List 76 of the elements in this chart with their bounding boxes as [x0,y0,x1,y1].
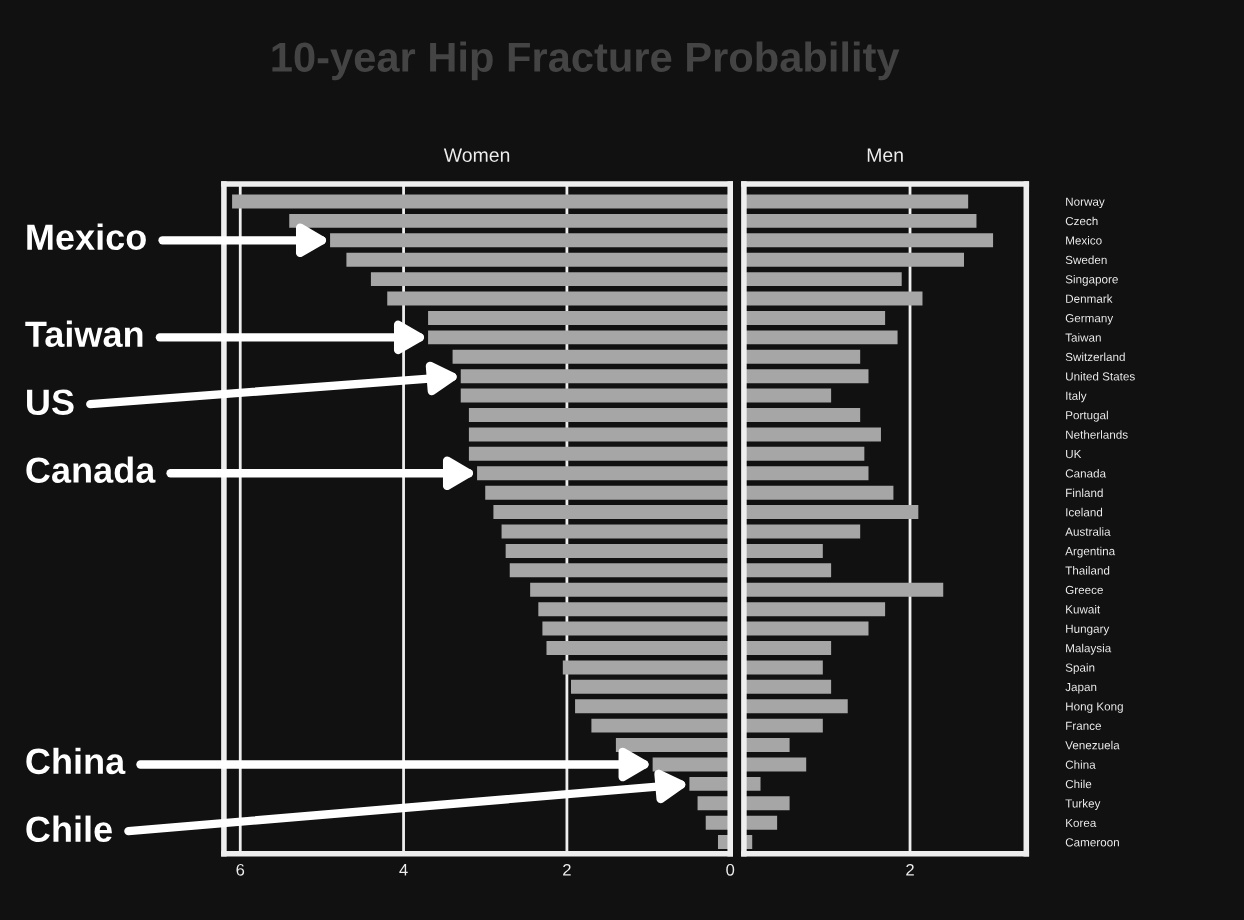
bar [330,233,731,248]
bar [743,349,861,364]
bar [615,738,731,753]
bar [743,485,894,500]
bar [468,446,731,461]
bar [546,640,731,655]
bar [530,582,731,597]
bar [538,602,731,617]
x-tick-label: 4 [399,864,408,876]
bar [346,252,731,267]
bar [468,427,731,442]
bar [743,543,823,558]
bar [743,194,969,209]
bar [452,349,731,364]
bar [562,660,731,675]
annotation: China [26,747,126,775]
bar [689,776,731,791]
bar [232,194,731,209]
bar [509,563,731,578]
x-tick-label: 2 [906,863,914,876]
bar [743,679,832,694]
bar [652,757,731,772]
annotation: Mexico [27,223,146,250]
x-tick-label: 2 [563,863,571,876]
bar [743,408,861,423]
bar [591,718,731,733]
annotation: Taiwan [25,320,143,348]
bar [743,291,923,306]
annotation: US [27,389,74,416]
bar [743,660,823,675]
bar [743,815,778,830]
bar [743,369,869,384]
bar [387,291,731,306]
bar [743,505,919,520]
bar [743,330,898,345]
bar [743,252,965,267]
bar [493,505,731,520]
bar [460,388,731,403]
chart-title: Men [867,148,903,162]
bar [477,466,731,481]
bar [743,466,869,481]
bar [743,524,861,539]
bar [460,369,731,384]
bar [743,621,869,636]
bar [501,524,731,539]
bar [743,796,790,811]
bar [428,310,731,325]
bar [575,699,731,714]
bar [743,582,944,597]
bar [743,699,848,714]
x-tick-label: 6 [236,863,245,876]
bar [743,738,790,753]
bar [505,543,731,558]
bar [370,272,731,287]
bar [743,640,832,655]
bar [485,485,731,500]
bar [743,272,902,287]
annotation: Chile [26,815,112,843]
bar [743,427,881,442]
bar [468,408,731,423]
x-tick-label: 0 [726,863,735,876]
bar [743,446,865,461]
bar [743,213,977,228]
bar [542,621,731,636]
bar [428,330,731,345]
bar [743,233,994,248]
bar [743,718,823,733]
bar [743,602,886,617]
bar [743,310,886,325]
bar [743,563,832,578]
annotation: Canada [26,456,156,483]
bar [289,213,731,228]
chart-subtitle: Women [443,148,510,162]
bar [570,679,731,694]
bar [743,388,832,403]
bar [743,757,807,772]
